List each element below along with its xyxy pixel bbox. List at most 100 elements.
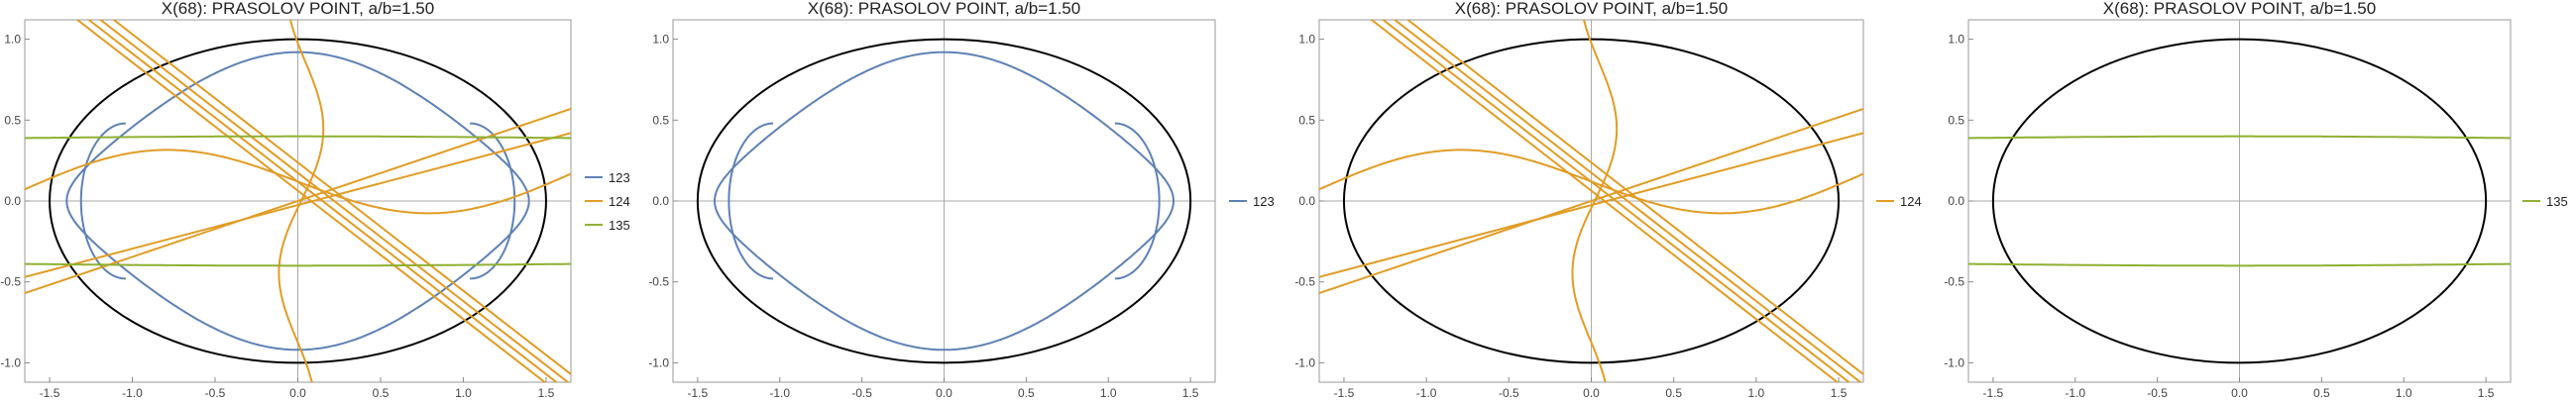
x-tick-label: 1.5 xyxy=(538,386,555,400)
x-tick-label: -1.0 xyxy=(122,386,143,400)
series-123 xyxy=(65,50,530,352)
series-line-124 xyxy=(98,20,570,382)
y-tick-label: -1.0 xyxy=(1294,355,1315,369)
series-line-135 xyxy=(1968,262,2511,267)
chart-title: X(68): PRASOLOV POINT, a/b=1.50 xyxy=(162,0,434,18)
y-tick-label: -0.5 xyxy=(1944,275,1964,289)
series-line-123 xyxy=(65,50,530,352)
series-line-124 xyxy=(1571,20,1619,382)
y-tick-label: 0.0 xyxy=(1298,194,1315,208)
x-tick-label: 1.0 xyxy=(1748,386,1765,400)
x-tick-label: -0.5 xyxy=(2147,386,2168,400)
series-line-124 xyxy=(1319,132,1863,278)
x-tick-label: 0.0 xyxy=(1583,386,1600,400)
series-line-124 xyxy=(1405,20,1863,376)
x-tick-label: -1.0 xyxy=(1416,386,1437,400)
legend-label-124: 124 xyxy=(609,194,630,209)
y-tick-label: -0.5 xyxy=(0,275,21,289)
y-tick-label: -0.5 xyxy=(1294,275,1315,289)
series-135 xyxy=(25,135,571,267)
plot-area xyxy=(1968,38,2511,364)
y-tick-label: 0.5 xyxy=(1298,113,1315,127)
plot-area xyxy=(696,38,1192,364)
x-tick-label: -1.0 xyxy=(2065,386,2085,400)
x-tick-label: -0.5 xyxy=(1499,386,1519,400)
ellipse-boundary xyxy=(49,38,547,364)
legend-label-135: 135 xyxy=(2546,194,2568,209)
x-tick-label: 1.0 xyxy=(2396,386,2412,400)
series-line-124 xyxy=(278,20,325,382)
x-tick-label: 1.0 xyxy=(455,386,472,400)
chart-title: X(68): PRASOLOV POINT, a/b=1.50 xyxy=(1455,0,1728,18)
y-tick-label: 0.5 xyxy=(4,113,21,127)
y-tick-label: -1.0 xyxy=(0,355,21,369)
y-tick-label: -1.0 xyxy=(1944,355,1964,369)
series-123 xyxy=(714,50,1175,352)
series-line-135 xyxy=(1968,135,2511,140)
panel-4: X(68): PRASOLOV POINT, a/b=1.50 -1.5 -1.0 -… xyxy=(1944,0,2567,400)
y-tick-label: 1.0 xyxy=(4,33,21,47)
series-line-135 xyxy=(25,262,571,267)
series-line-124 xyxy=(25,132,571,278)
series-line-123 xyxy=(470,122,516,280)
x-tick-label: -1.5 xyxy=(1334,386,1355,400)
series-line-124 xyxy=(87,20,559,382)
x-tick-label: 0.5 xyxy=(1018,386,1035,400)
ellipse-boundary xyxy=(696,38,1192,364)
x-tick-label: 0.0 xyxy=(936,386,952,400)
y-tick-label: 0.5 xyxy=(652,113,669,127)
series-line-123 xyxy=(728,122,774,280)
panel-3: X(68): PRASOLOV POINT, a/b=1.50 -1.5 -1.0 -… xyxy=(1294,0,1921,400)
ellipse-boundary xyxy=(1342,38,1841,364)
x-tick-label: -0.5 xyxy=(205,386,226,400)
chart-title: X(68): PRASOLOV POINT, a/b=1.50 xyxy=(2103,0,2376,18)
series-line-135 xyxy=(25,135,571,140)
series-124 xyxy=(25,20,571,382)
legend-label-135: 135 xyxy=(609,218,630,233)
y-tick-label: -0.5 xyxy=(648,275,669,289)
x-tick-label: -1.5 xyxy=(40,386,60,400)
x-tick-label: -0.5 xyxy=(851,386,872,400)
x-tick-label: -1.0 xyxy=(769,386,790,400)
chart-title: X(68): PRASOLOV POINT, a/b=1.50 xyxy=(808,0,1080,18)
ellipse-boundary xyxy=(1991,38,2488,364)
x-tick-label: 0.5 xyxy=(1665,386,1682,400)
y-tick-label: 1.0 xyxy=(652,33,669,47)
plot-area xyxy=(1319,20,1863,382)
series-line-124 xyxy=(25,107,571,295)
x-tick-label: 1.5 xyxy=(1182,386,1199,400)
y-tick-label: 0.0 xyxy=(652,194,669,208)
panel-1: X(68): PRASOLOV POINT, a/b=1.50 -1.5 -1.0 -… xyxy=(0,0,629,400)
y-tick-label: 1.0 xyxy=(1948,33,1964,47)
x-tick-label: 1.0 xyxy=(1100,386,1117,400)
x-tick-label: -1.5 xyxy=(688,386,709,400)
series-line-124 xyxy=(1393,20,1862,382)
x-tick-label: 1.5 xyxy=(2478,386,2495,400)
legend-label-124: 124 xyxy=(1900,194,1922,209)
series-line-124 xyxy=(1319,107,1863,295)
x-tick-label: 0.0 xyxy=(289,386,306,400)
series-line-124 xyxy=(1381,20,1851,382)
series-line-124 xyxy=(25,149,571,215)
series-124 xyxy=(1319,20,1863,382)
y-tick-label: 0.5 xyxy=(1948,113,1964,127)
y-tick-label: 0.0 xyxy=(1948,194,1964,208)
x-tick-label: 0.5 xyxy=(2313,386,2330,400)
legend-label-123: 123 xyxy=(1253,194,1275,209)
series-line-124 xyxy=(1319,149,1863,215)
plot-area xyxy=(25,20,571,382)
legend-label-123: 123 xyxy=(609,170,630,185)
series-line-123 xyxy=(1114,122,1161,280)
x-tick-label: 0.5 xyxy=(373,386,390,400)
y-tick-label: 0.0 xyxy=(4,194,21,208)
y-tick-label: 1.0 xyxy=(1298,33,1315,47)
y-tick-label: -1.0 xyxy=(648,355,669,369)
series-line-123 xyxy=(79,122,126,280)
series-135 xyxy=(1968,135,2511,267)
x-tick-label: -1.5 xyxy=(1983,386,2004,400)
series-line-124 xyxy=(112,20,571,376)
x-tick-label: 1.5 xyxy=(1831,386,1848,400)
series-line-123 xyxy=(714,50,1175,352)
panel-2: X(68): PRASOLOV POINT, a/b=1.50 -1.5 -1.0 -… xyxy=(648,0,1274,400)
